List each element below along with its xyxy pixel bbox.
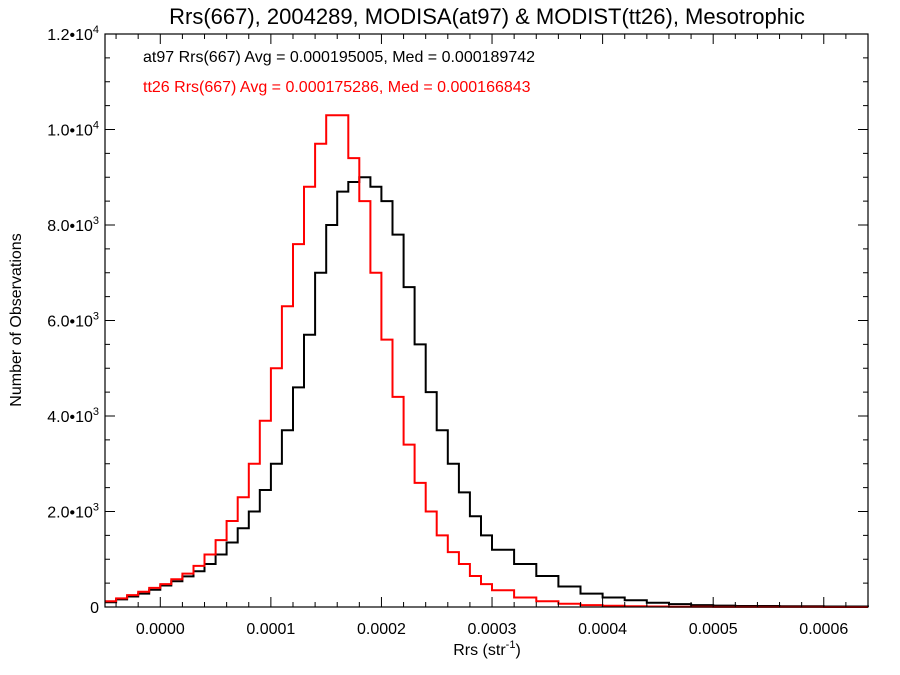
y-tick-label: 4.0•103 — [47, 406, 99, 426]
annotation-at97: at97 Rrs(667) Avg = 0.000195005, Med = 0… — [143, 49, 535, 66]
x-tick-label: 0.0003 — [468, 621, 517, 638]
x-axis-label-text: Rrs (str — [453, 642, 506, 659]
x-axis-label: Rrs (str-1) — [453, 639, 521, 659]
series-layer — [105, 114, 869, 608]
x-axis-label-exponent: -1 — [506, 639, 516, 651]
y-axis-label: Number of Observations — [8, 233, 25, 406]
y-tick-label: 6.0•103 — [47, 311, 99, 331]
series-tt26-histogram-line — [105, 114, 868, 608]
y-tick-label: 8.0•103 — [47, 215, 99, 235]
x-tick-label: 0.0000 — [136, 621, 185, 638]
x-tick-label: 0.0006 — [799, 621, 848, 638]
x-tick-label: 0.0005 — [689, 621, 738, 638]
plot-frame — [104, 33, 869, 608]
y-tick-label: 1.2•104 — [47, 24, 99, 44]
x-tick-label: 0.0002 — [357, 621, 406, 638]
x-tick-label: 0.0001 — [246, 621, 295, 638]
series-at97-histogram-line — [105, 176, 869, 608]
annotation-tt26: tt26 Rrs(667) Avg = 0.000175286, Med = 0… — [143, 79, 531, 96]
axes-layer: 0.0000 0.0001 0.0002 0.0003 0.0004 0.0005 0.00… — [47, 24, 869, 638]
x-tick-label: 0.0004 — [578, 621, 627, 638]
y-tick-label: 1.0•104 — [47, 120, 99, 140]
chart-title: Rrs(667), 2004289, MODISA(at97) & MODIST… — [169, 4, 805, 29]
x-axis-label-close: ) — [515, 642, 520, 659]
y-tick-label: 0 — [90, 600, 99, 617]
y-tick-label: 2.0•103 — [47, 502, 99, 522]
